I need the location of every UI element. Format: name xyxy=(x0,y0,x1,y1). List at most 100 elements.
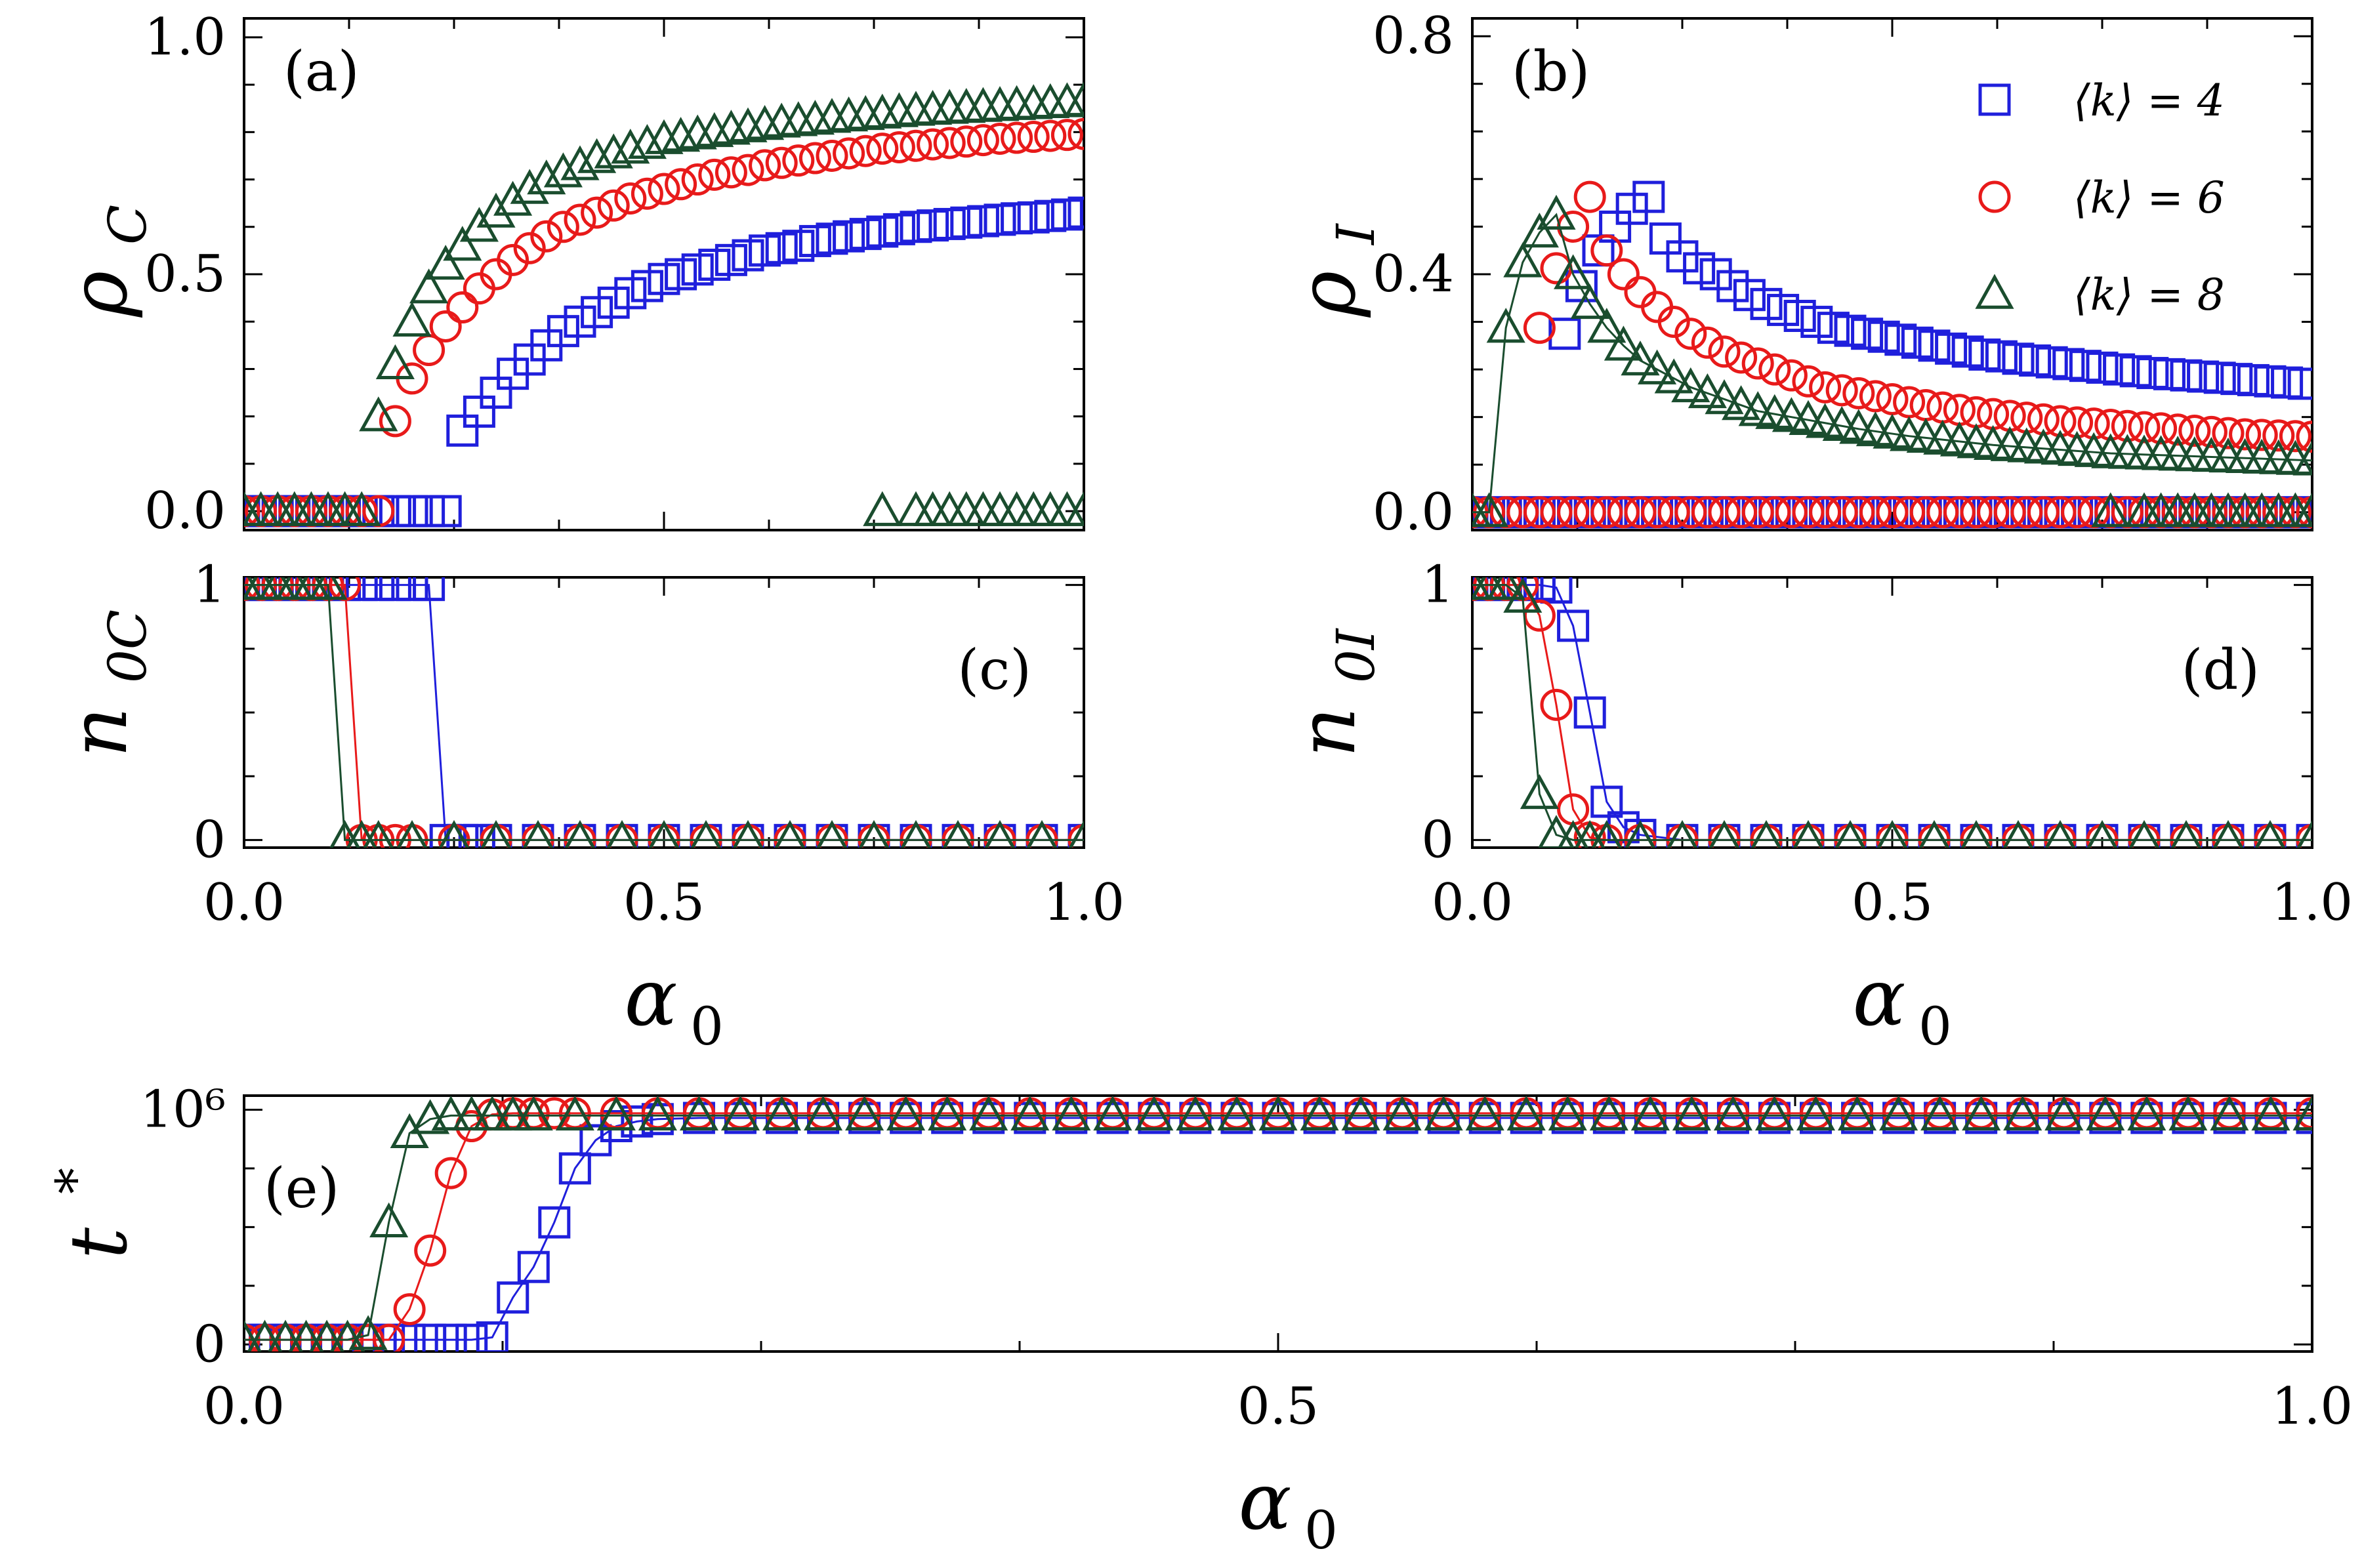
data-point xyxy=(581,196,613,229)
series-line xyxy=(244,584,1084,841)
data-point xyxy=(2292,1096,2312,1131)
data-point xyxy=(497,243,529,276)
data-point xyxy=(900,211,932,243)
data-point xyxy=(2245,419,2278,451)
data-point xyxy=(392,301,432,337)
data-point xyxy=(348,1315,388,1350)
data-point xyxy=(558,1152,591,1185)
data-point xyxy=(493,180,533,216)
data-point xyxy=(1017,121,1050,154)
data-point xyxy=(774,819,806,848)
data-point xyxy=(1725,341,1758,374)
data-point xyxy=(2027,496,2060,529)
data-point xyxy=(514,1096,553,1131)
data-point xyxy=(309,1319,344,1351)
data-point xyxy=(1800,306,1833,339)
data-point xyxy=(1666,240,1699,273)
data-point xyxy=(1838,1096,1877,1131)
data-point xyxy=(1548,1096,1587,1131)
plot-frame xyxy=(243,576,1085,849)
data-point xyxy=(1503,577,1543,613)
data-point xyxy=(1758,496,1791,529)
data-point xyxy=(513,232,546,264)
x-tick-label: 1.0 xyxy=(2271,873,2353,932)
x-tick-label: 0.5 xyxy=(1237,1377,1319,1436)
data-point xyxy=(1026,819,1058,848)
data-point xyxy=(2086,351,2119,384)
data-point xyxy=(762,1096,802,1131)
y-axis-symbol: n xyxy=(1282,707,1373,757)
data-point xyxy=(1842,377,1875,409)
data-point xyxy=(1876,382,1909,415)
data-point xyxy=(1674,318,1707,350)
data-point xyxy=(863,93,902,129)
data-point xyxy=(2187,360,2220,393)
data-point xyxy=(2262,419,2295,452)
data-point xyxy=(1465,1096,1504,1131)
data-point xyxy=(393,1293,426,1326)
data-point xyxy=(1671,367,1710,403)
data-point xyxy=(1901,326,1934,359)
data-point xyxy=(2296,496,2312,529)
data-point xyxy=(517,1250,550,1283)
data-area xyxy=(1472,180,2312,529)
data-point xyxy=(452,1096,491,1131)
data-area xyxy=(244,81,1084,527)
y-axis-title: n 0C xyxy=(54,609,158,758)
data-point xyxy=(379,577,411,602)
data-point xyxy=(434,1323,467,1351)
data-point xyxy=(648,173,680,205)
data-point xyxy=(288,1319,324,1351)
data-point xyxy=(2002,819,2034,848)
series-1 xyxy=(244,577,1084,848)
data-point xyxy=(863,491,902,526)
data-point xyxy=(1993,496,2026,529)
data-point xyxy=(1750,287,1783,320)
series-line xyxy=(244,1117,2312,1341)
data-point xyxy=(1649,222,1682,255)
series-1 xyxy=(244,117,1084,527)
data-point xyxy=(984,203,1016,236)
data-point xyxy=(1792,365,1825,398)
data-point xyxy=(2168,1096,2208,1131)
data-point xyxy=(2061,496,2094,529)
data-point xyxy=(997,491,1037,526)
y-axis-subscript: I xyxy=(1325,223,1386,246)
data-point xyxy=(1034,119,1067,152)
y-tick-label: 0 xyxy=(193,810,226,869)
data-point xyxy=(648,262,680,295)
data-point xyxy=(2103,353,2136,386)
data-point xyxy=(1926,496,1959,529)
data-point xyxy=(1859,380,1892,413)
data-point xyxy=(560,145,600,180)
data-point xyxy=(1825,496,1858,529)
data-point xyxy=(698,249,731,281)
data-point xyxy=(497,1281,529,1314)
panel-label: (e) xyxy=(264,1156,339,1220)
data-point xyxy=(1792,819,1824,848)
data-point xyxy=(833,220,865,253)
y-axis-subscript: 0I xyxy=(1325,628,1386,683)
data-point xyxy=(969,1096,1008,1131)
data-point xyxy=(2128,819,2160,848)
data-point xyxy=(2220,363,2253,396)
data-point xyxy=(614,277,647,310)
data-point xyxy=(1699,258,1732,291)
data-point xyxy=(1834,819,1866,848)
data-point xyxy=(963,87,1003,122)
y-tick-label: 10⁶ xyxy=(140,1080,226,1139)
data-point xyxy=(1587,308,1626,343)
data-point xyxy=(2292,440,2312,476)
data-point xyxy=(1067,117,1084,150)
data-point xyxy=(679,1096,718,1131)
data-point xyxy=(2069,350,2102,382)
data-point xyxy=(896,491,936,526)
data-point xyxy=(1733,279,1766,312)
data-point xyxy=(963,491,1003,526)
data-point xyxy=(564,203,596,236)
data-point xyxy=(2212,819,2244,848)
y-tick-label: 0 xyxy=(193,1315,226,1374)
data-point xyxy=(1918,329,1951,362)
